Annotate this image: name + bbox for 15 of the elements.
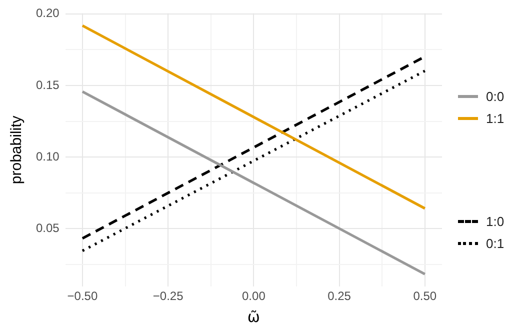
x-tick-label: −0.50 [67,289,98,304]
legend-label: 1:0 [486,214,504,228]
y-axis-title: probability [8,115,26,184]
legend-label: 1:1 [486,110,504,126]
x-tick-label: 0.00 [242,289,266,304]
x-tick-label: 0.25 [328,289,352,304]
y-tick-label: 0.10 [36,149,60,164]
x-tick-label: 0.50 [413,289,437,304]
y-tick-label: 0.15 [36,78,60,92]
x-axis-title: ω̃ [247,308,260,326]
x-tick-label: −0.25 [152,289,184,304]
legend-label: 0:1 [486,236,504,250]
y-tick-label: 0.05 [36,220,60,235]
legend-label: 0:0 [486,88,504,104]
y-tick-label: 0.20 [36,6,60,20]
